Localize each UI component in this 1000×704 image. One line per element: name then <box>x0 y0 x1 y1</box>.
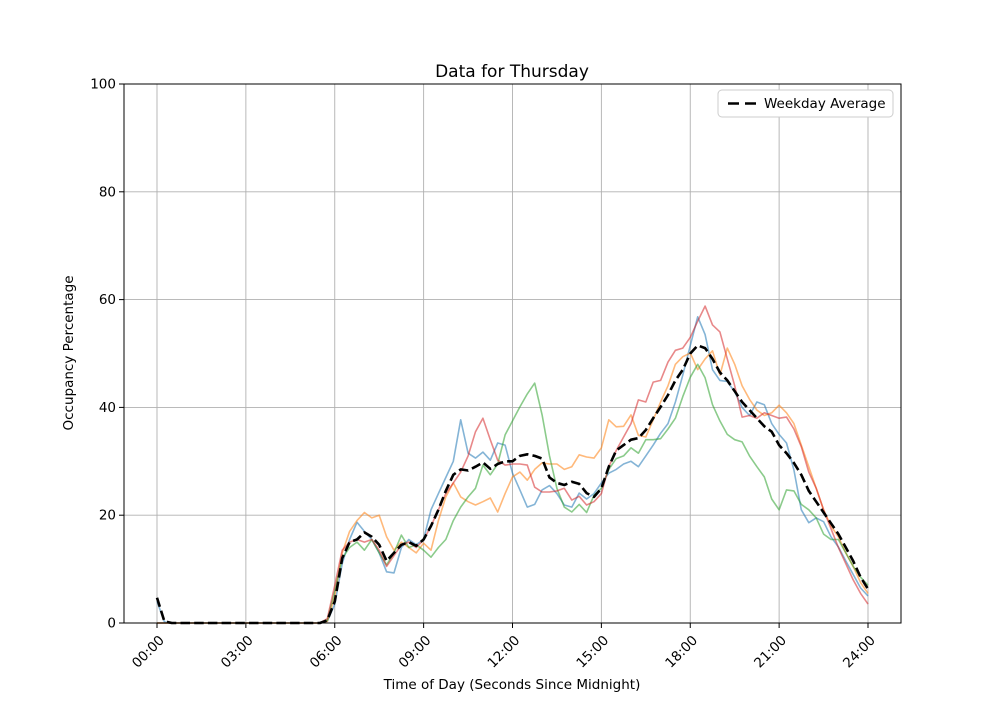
x-tick-labels: 00:00 03:00 06:00 09:00 12:00 15:00 18:00 21:00… <box>129 633 879 672</box>
x-tick-label: 12:00 <box>485 633 524 672</box>
tick-marks <box>119 83 869 628</box>
x-tick-label: 09:00 <box>396 633 435 672</box>
y-tick-label: 80 <box>99 184 116 200</box>
legend: Weekday Average <box>717 89 894 118</box>
y-tick-label: 0 <box>107 616 116 632</box>
y-tick-labels: 0 20 40 60 80 100 <box>90 77 116 632</box>
y-tick-label: 60 <box>99 292 116 308</box>
y-axis-label: Occupancy Percentage <box>61 275 77 430</box>
x-tick-label: 00:00 <box>129 633 168 672</box>
y-tick-label: 40 <box>99 400 116 416</box>
x-tick-label: 21:00 <box>751 633 790 672</box>
series-line-average <box>155 344 870 625</box>
y-tick-label: 100 <box>90 77 116 93</box>
x-tick-label: 03:00 <box>218 633 257 672</box>
legend-box <box>717 89 894 118</box>
legend-label: Weekday Average <box>764 96 886 112</box>
chart-title: Data for Thursday <box>435 62 589 82</box>
x-axis-label: Time of Day (Seconds Since Midnight) <box>383 677 641 693</box>
x-tick-label: 18:00 <box>662 633 701 672</box>
y-tick-label: 20 <box>99 508 116 524</box>
x-tick-label: 24:00 <box>840 633 879 672</box>
x-tick-label: 15:00 <box>573 633 612 672</box>
x-tick-label: 06:00 <box>307 633 346 672</box>
